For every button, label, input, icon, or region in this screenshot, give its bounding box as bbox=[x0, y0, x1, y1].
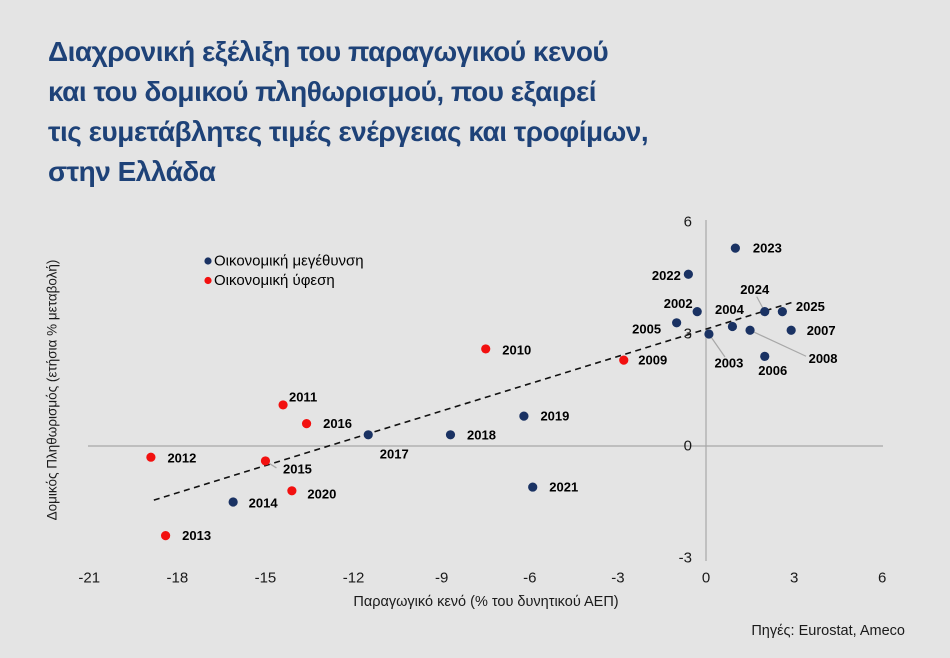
data-point-label-2006: 2006 bbox=[758, 363, 787, 378]
y-tick-label-0: 0 bbox=[684, 438, 692, 455]
data-point-2014 bbox=[228, 497, 238, 507]
data-point-label-2003: 2003 bbox=[714, 356, 743, 371]
data-point-label-2021: 2021 bbox=[549, 480, 578, 495]
chart-title-line-4: στην Ελλάδα bbox=[48, 156, 216, 187]
y-tick-label--3: -3 bbox=[679, 549, 692, 566]
data-point-2006 bbox=[760, 351, 770, 362]
data-point-2021 bbox=[528, 482, 538, 492]
legend-label-1: Οικονομική ύφεση bbox=[214, 272, 335, 289]
data-point-2015 bbox=[260, 456, 271, 466]
source-note: Πηγές: Eurostat, Ameco bbox=[751, 623, 905, 639]
x-axis-title: Παραγωγικό κενό (% του δυνητικού ΑΕΠ) bbox=[353, 594, 618, 610]
data-point-label-2025: 2025 bbox=[796, 299, 825, 314]
data-point-2003 bbox=[704, 329, 714, 339]
legend-label-0: Οικονομική μεγέθυνση bbox=[214, 253, 364, 270]
x-tick-label--9: -9 bbox=[435, 570, 448, 587]
data-point-2023 bbox=[730, 243, 740, 253]
data-point-2013 bbox=[160, 530, 171, 541]
data-point-label-2016: 2016 bbox=[323, 416, 352, 431]
data-point-label-2018: 2018 bbox=[467, 427, 496, 442]
data-point-2005 bbox=[672, 318, 682, 328]
data-point-2008 bbox=[745, 325, 755, 335]
data-point-label-2012: 2012 bbox=[167, 451, 196, 466]
data-point-label-2022: 2022 bbox=[652, 268, 681, 283]
data-point-2012 bbox=[146, 452, 156, 462]
chart-title-line-1: Διαχρονική εξέλιξη του παραγωγικού κενού bbox=[48, 36, 609, 67]
data-point-2019 bbox=[519, 411, 529, 421]
data-point-label-2011: 2011 bbox=[289, 389, 317, 404]
data-point-label-2005: 2005 bbox=[632, 321, 661, 336]
data-point-2018 bbox=[445, 430, 456, 440]
data-point-label-2020: 2020 bbox=[307, 486, 336, 501]
data-point-label-2023: 2023 bbox=[753, 241, 782, 256]
chart-title: Διαχρονική εξέλιξη του παραγωγικού κενού… bbox=[48, 32, 649, 192]
x-tick-label--18: -18 bbox=[166, 570, 188, 587]
data-point-2025 bbox=[777, 307, 787, 317]
data-point-label-2017: 2017 bbox=[380, 446, 409, 461]
data-point-2017 bbox=[363, 430, 373, 440]
data-point-2022 bbox=[683, 269, 693, 279]
x-tick-label--15: -15 bbox=[255, 570, 277, 587]
data-point-label-2010: 2010 bbox=[502, 342, 531, 357]
label-connector-2003 bbox=[708, 333, 726, 358]
chart-title-line-2: και του δομικού πληθωρισμού, που εξαιρεί bbox=[48, 76, 597, 107]
data-point-label-2013: 2013 bbox=[182, 528, 211, 543]
trendline bbox=[153, 301, 793, 501]
data-point-label-2014: 2014 bbox=[249, 495, 279, 510]
data-point-2011 bbox=[278, 400, 288, 410]
data-point-label-2009: 2009 bbox=[638, 353, 667, 368]
data-point-label-2002: 2002 bbox=[664, 296, 693, 311]
label-connector-2008 bbox=[749, 329, 807, 357]
x-tick-label-0: 0 bbox=[702, 570, 710, 587]
x-tick-label--21: -21 bbox=[78, 570, 100, 587]
y-axis-title: Δομικός Πληθωρισμός (ετήσια % μεταβολή) bbox=[45, 260, 60, 521]
data-point-2009 bbox=[619, 355, 629, 365]
x-tick-label-6: 6 bbox=[878, 570, 886, 587]
data-point-label-2004: 2004 bbox=[715, 302, 745, 317]
y-tick-label-6: 6 bbox=[684, 214, 692, 231]
data-point-2016 bbox=[301, 419, 312, 429]
legend-marker-0 bbox=[204, 257, 212, 265]
data-point-label-2008: 2008 bbox=[809, 351, 838, 366]
data-point-2007 bbox=[786, 325, 796, 335]
data-point-2020 bbox=[287, 486, 297, 496]
chart-title-line-3: τις ευμετάβλητες τιμές ενέργειας και τρο… bbox=[48, 116, 649, 147]
x-tick-label--3: -3 bbox=[611, 570, 624, 587]
x-tick-label--12: -12 bbox=[343, 570, 365, 587]
data-point-2002 bbox=[692, 307, 702, 317]
data-point-2024 bbox=[760, 307, 770, 317]
legend-marker-1 bbox=[204, 276, 212, 285]
data-point-label-2019: 2019 bbox=[540, 409, 569, 424]
x-tick-label--6: -6 bbox=[523, 570, 536, 587]
data-point-label-2024: 2024 bbox=[740, 282, 770, 297]
data-point-2004 bbox=[727, 321, 738, 332]
data-point-label-2015: 2015 bbox=[283, 461, 312, 476]
data-point-2010 bbox=[481, 344, 491, 354]
x-tick-label-3: 3 bbox=[790, 570, 798, 587]
data-point-label-2007: 2007 bbox=[807, 323, 836, 338]
